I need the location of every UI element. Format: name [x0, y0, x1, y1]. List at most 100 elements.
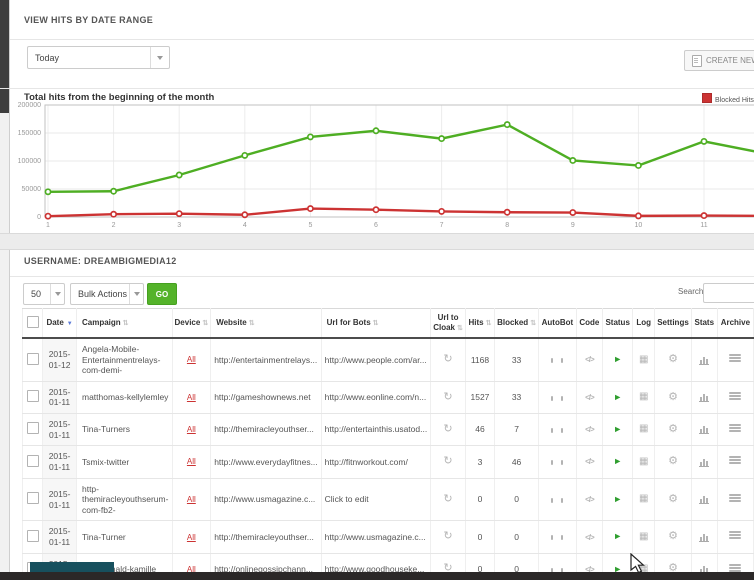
android-icon[interactable]	[550, 352, 564, 365]
column-header-settings[interactable]: Settings	[654, 307, 692, 340]
gear-icon[interactable]: ⚙	[668, 422, 678, 435]
device-link[interactable]: All	[186, 392, 196, 402]
log-grid-icon[interactable]: ▦	[639, 391, 649, 403]
code-icon[interactable]: </>	[585, 532, 595, 542]
archive-icon[interactable]	[729, 563, 742, 573]
code-icon[interactable]: </>	[585, 425, 595, 435]
column-header-campaign[interactable]: Campaign ⇅	[75, 307, 173, 340]
column-header-code[interactable]: Code	[575, 307, 604, 340]
column-header-cb[interactable]	[21, 307, 44, 340]
log-grid-icon[interactable]: ▦	[639, 423, 649, 435]
device-link[interactable]: All	[186, 425, 196, 435]
status-play-icon[interactable]: ►	[613, 456, 623, 467]
sort-icon[interactable]: ⇅	[530, 319, 537, 327]
row-checkbox[interactable]	[26, 529, 39, 542]
column-header-status[interactable]: Status	[602, 307, 634, 340]
code-icon[interactable]: </>	[585, 495, 595, 505]
archive-icon[interactable]	[729, 493, 742, 503]
create-new-campaign-button[interactable]: CREATE NEW CAMPAIGN	[684, 50, 754, 71]
bots-url[interactable]: Click to edit	[324, 494, 369, 505]
log-grid-icon[interactable]: ▦	[639, 455, 649, 467]
device-link[interactable]: All	[186, 495, 196, 505]
android-icon[interactable]	[550, 529, 564, 542]
archive-icon[interactable]	[729, 531, 742, 540]
column-header-website[interactable]: Website ⇅	[210, 307, 322, 340]
log-grid-icon[interactable]: ▦	[639, 353, 649, 365]
stats-icon[interactable]	[699, 493, 710, 505]
android-icon[interactable]	[550, 492, 564, 505]
cloak-icon[interactable]: ↻	[443, 530, 453, 543]
column-header-log[interactable]: Log	[632, 307, 656, 340]
code-icon[interactable]: </>	[585, 392, 595, 402]
gear-icon[interactable]: ⚙	[668, 390, 678, 403]
cloak-icon[interactable]: ↻	[443, 422, 453, 435]
code-icon[interactable]: </>	[585, 564, 595, 574]
stats-icon[interactable]	[699, 456, 710, 467]
sort-icon[interactable]: ⇅	[372, 319, 379, 327]
android-icon[interactable]	[550, 422, 564, 435]
device-link[interactable]: All	[186, 564, 196, 574]
archive-icon[interactable]	[729, 456, 742, 465]
status-play-icon[interactable]: ►	[613, 391, 623, 402]
cloak-icon[interactable]: ↻	[443, 353, 453, 366]
android-icon[interactable]	[550, 562, 564, 575]
stats-icon[interactable]	[699, 423, 710, 435]
column-header-stats[interactable]: Stats	[690, 307, 718, 340]
column-header-url_for_bots[interactable]: Url for Bots ⇅	[320, 307, 432, 340]
sort-icon[interactable]: ⇅	[457, 324, 463, 332]
gear-icon[interactable]: ⚙	[668, 530, 678, 543]
cloak-icon[interactable]: ↻	[443, 492, 453, 505]
sort-icon[interactable]: ⇅	[202, 319, 209, 327]
cloak-icon[interactable]: ↻	[443, 562, 453, 575]
column-header-archive[interactable]: Archive	[716, 307, 754, 340]
sort-desc-icon[interactable]: ▼	[66, 320, 73, 327]
archive-icon[interactable]	[729, 354, 742, 363]
status-play-icon[interactable]: ►	[613, 493, 623, 504]
column-header-date[interactable]: Date ▼	[42, 307, 77, 340]
date-range-select[interactable]: Today	[27, 46, 170, 69]
page-size-select[interactable]: 50	[23, 283, 65, 305]
sort-icon[interactable]: ⇅	[248, 319, 255, 327]
column-header-device[interactable]: Device ⇅	[171, 307, 212, 340]
status-play-icon[interactable]: ►	[613, 531, 623, 542]
row-checkbox[interactable]	[26, 352, 39, 365]
sort-icon[interactable]: ⇅	[485, 319, 492, 327]
archive-icon[interactable]	[729, 423, 742, 433]
stats-icon[interactable]	[699, 531, 710, 542]
android-icon[interactable]	[550, 390, 564, 403]
sort-icon[interactable]: ⇅	[122, 319, 129, 327]
stats-icon[interactable]	[699, 354, 710, 365]
log-grid-icon[interactable]: ▦	[639, 563, 649, 575]
device-link[interactable]: All	[186, 355, 196, 365]
status-play-icon[interactable]: ►	[613, 354, 623, 365]
go-button[interactable]: GO	[147, 283, 177, 305]
row-checkbox[interactable]	[26, 492, 39, 505]
device-link[interactable]: All	[186, 532, 196, 542]
row-checkbox[interactable]	[26, 390, 39, 403]
column-header-hits[interactable]: Hits ⇅	[464, 307, 496, 340]
select-all-checkbox[interactable]	[26, 315, 39, 328]
log-grid-icon[interactable]: ▦	[639, 493, 649, 505]
android-icon[interactable]	[550, 454, 564, 467]
cloak-icon[interactable]: ↻	[443, 455, 453, 468]
search-input[interactable]	[703, 283, 754, 303]
row-checkbox[interactable]	[26, 454, 39, 467]
log-grid-icon[interactable]: ▦	[639, 530, 649, 542]
code-icon[interactable]: </>	[585, 457, 595, 467]
bulk-actions-select[interactable]: Bulk Actions	[70, 283, 144, 305]
column-header-blocked[interactable]: Blocked ⇅	[494, 307, 540, 340]
device-link[interactable]: All	[186, 457, 196, 467]
column-header-autobot[interactable]: AutoBot	[538, 307, 577, 340]
code-icon[interactable]: </>	[585, 355, 595, 365]
column-header-cloak[interactable]: Url to Cloak ⇅	[430, 307, 466, 340]
status-play-icon[interactable]: ►	[613, 424, 623, 435]
row-checkbox[interactable]	[26, 422, 39, 435]
gear-icon[interactable]: ⚙	[668, 455, 678, 468]
stats-icon[interactable]	[699, 391, 710, 403]
gear-icon[interactable]: ⚙	[668, 353, 678, 366]
cloak-icon[interactable]: ↻	[443, 390, 453, 403]
archive-icon[interactable]	[729, 391, 742, 401]
gear-icon[interactable]: ⚙	[668, 492, 678, 505]
gear-icon[interactable]: ⚙	[668, 562, 678, 575]
status-play-icon[interactable]: ►	[613, 563, 623, 574]
